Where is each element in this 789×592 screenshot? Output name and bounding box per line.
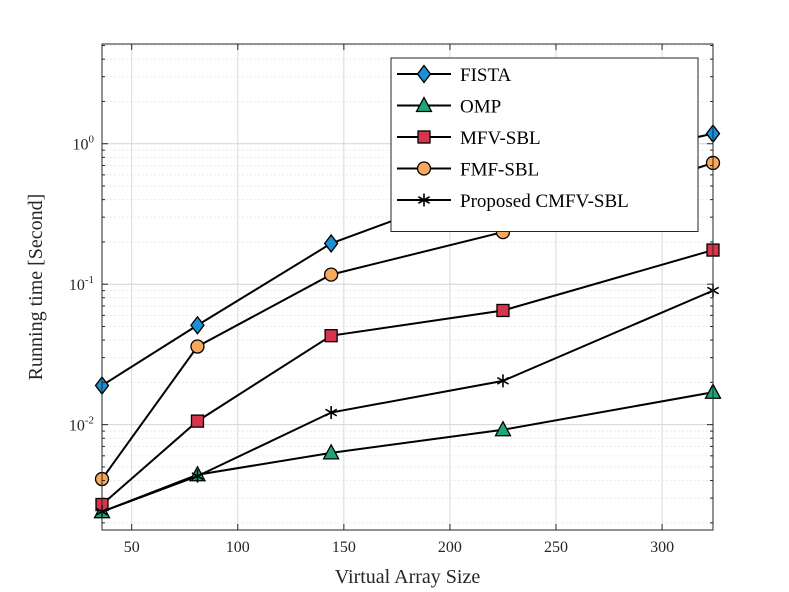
y-axis-label: Running time [Second] (25, 194, 47, 381)
data-point (323, 233, 339, 254)
data-point (323, 267, 339, 282)
data-point (322, 443, 340, 460)
data-point (191, 469, 204, 483)
plot-frame (101, 43, 714, 531)
data-point (496, 374, 509, 388)
x-tick-label: 100 (226, 539, 250, 556)
legend-label: FMF-SBL (460, 160, 539, 181)
x-tick-label: 150 (332, 539, 356, 556)
legend-item: OMP (397, 96, 501, 118)
asterisk-stroke (496, 376, 509, 385)
circle-marker-icon (416, 161, 432, 176)
legend-label: FISTA (460, 65, 512, 86)
legend-label: Proposed CMFV-SBL (460, 191, 629, 212)
triangle-marker-icon (415, 96, 433, 113)
legend-item: FISTA (397, 64, 512, 86)
data-point (325, 406, 338, 420)
y-tick-label: 10-1 (69, 274, 94, 294)
legend-item: MFV-SBL (397, 128, 541, 149)
asterisk-marker-icon (417, 193, 431, 207)
data-point (324, 329, 338, 343)
diamond-marker-icon (416, 64, 432, 84)
x-tick-label: 200 (438, 539, 462, 556)
legend-item: FMF-SBL (397, 160, 539, 181)
x-tick-label: 50 (124, 539, 140, 556)
x-tick-label: 300 (650, 539, 674, 556)
x-axis-label: Virtual Array Size (335, 566, 481, 588)
legend-item: Proposed CMFV-SBL (397, 191, 629, 212)
data-point (190, 315, 205, 335)
axis-ticks: 50 100 150 200 250 300 10-2 10-1 100 (69, 44, 713, 556)
asterisk-stroke (417, 196, 431, 204)
data-point (190, 339, 205, 354)
square-marker-icon (417, 130, 431, 144)
y-tick-label: 10-2 (69, 415, 94, 435)
legend-box (390, 57, 699, 232)
data-point (494, 420, 512, 437)
legend: FISTA OMP MFV-SBL FMF-SBL Proposed CMFV-SBL (390, 57, 699, 232)
y-tick-label: 100 (73, 134, 95, 154)
asterisk-stroke (325, 408, 338, 417)
legend-label: MFV-SBL (460, 128, 541, 149)
data-point (496, 303, 510, 318)
x-tick-label: 250 (544, 539, 568, 556)
data-point (190, 414, 205, 428)
legend-label: OMP (460, 97, 501, 118)
asterisk-stroke (191, 472, 204, 481)
